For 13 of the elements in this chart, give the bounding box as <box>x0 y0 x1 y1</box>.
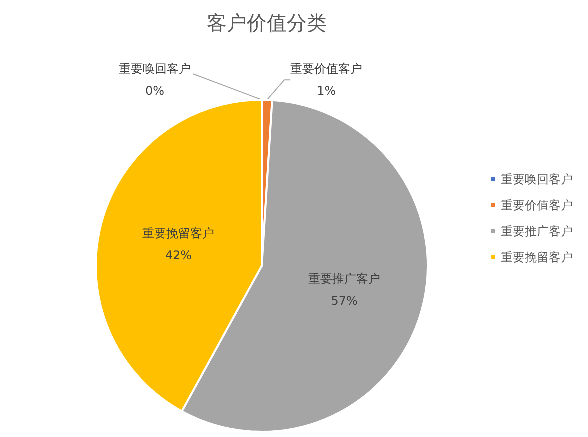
data-label: 42% <box>165 248 192 263</box>
slice-label: 重要价值客户 <box>290 62 363 76</box>
data-label: 1% <box>317 84 336 98</box>
legend-label: 重要挽留客户 <box>501 250 573 264</box>
slice-label: 重要推广客户 <box>308 272 381 286</box>
text: 0% <box>145 84 165 98</box>
category-label: 重要唤回客户 <box>119 62 191 76</box>
slice-label: 重要挽留客户 <box>142 226 215 241</box>
legend-label: 重要推广客户 <box>501 224 573 238</box>
legend-label: 重要价值客户 <box>501 198 573 212</box>
legend-label: 重要唤回客户 <box>501 172 573 186</box>
chart-title: 客户价值分类 <box>207 11 327 35</box>
data-label: 57% <box>331 294 358 308</box>
